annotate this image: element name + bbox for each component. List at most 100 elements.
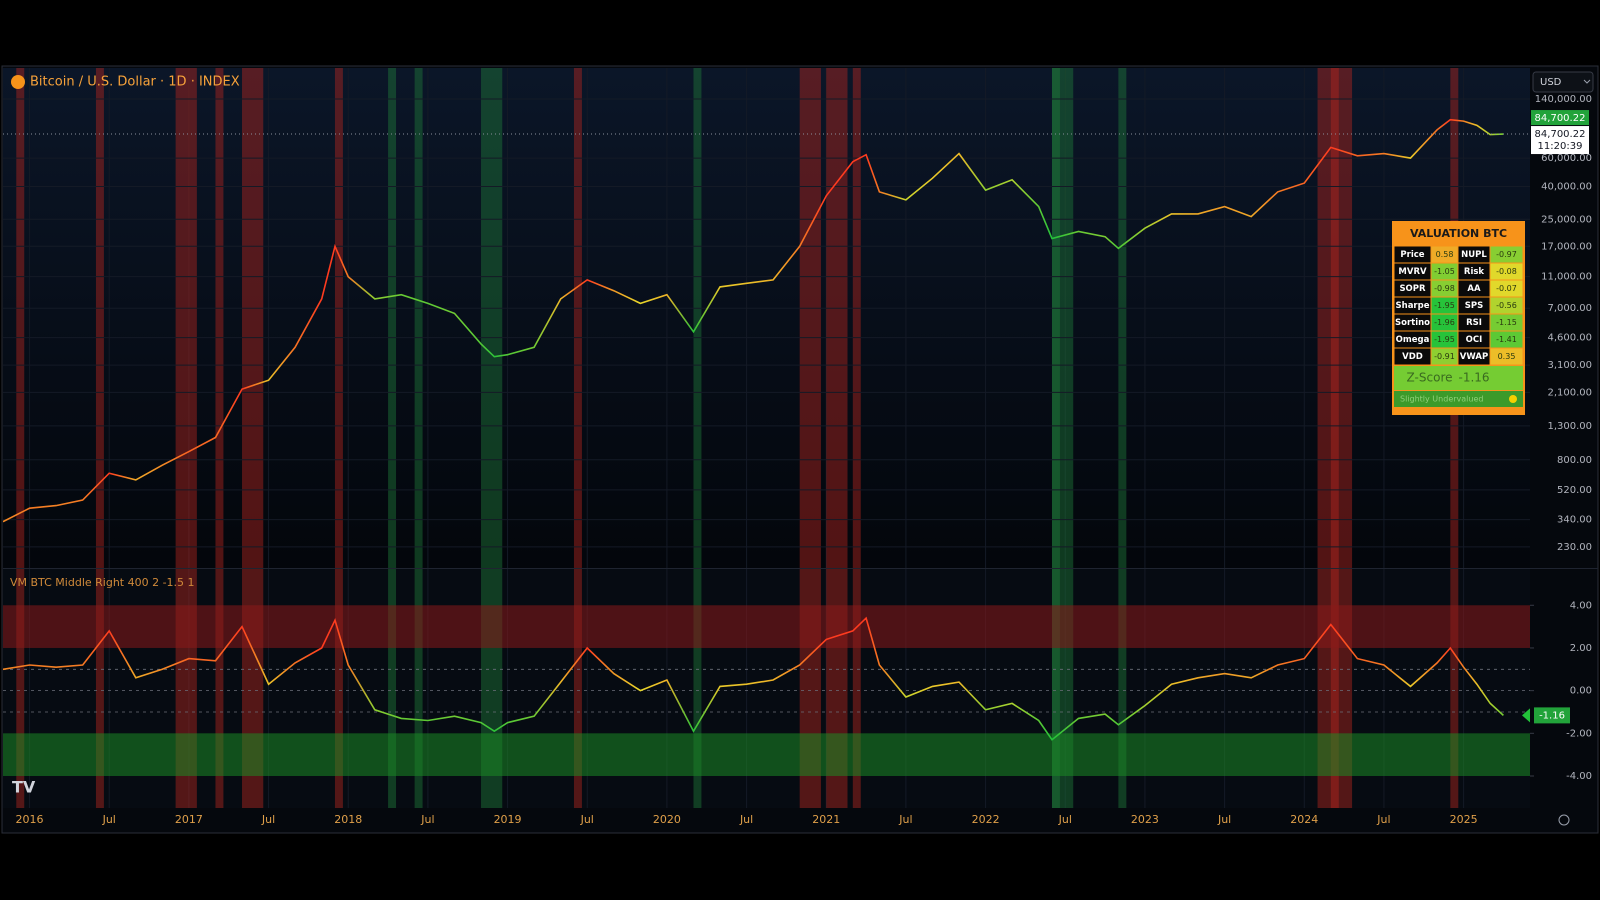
highlight-band bbox=[573, 569, 582, 808]
cell-label: Omega bbox=[1396, 335, 1430, 345]
x-tick-label: Jul bbox=[1217, 813, 1231, 826]
y-tick-label: 800.00 bbox=[1557, 455, 1592, 466]
label-cell bbox=[1394, 314, 1431, 331]
currency-label: USD bbox=[1540, 77, 1562, 88]
cell-label: AA bbox=[1467, 284, 1481, 294]
highlight-band bbox=[334, 569, 343, 808]
cell-label: Price bbox=[1400, 250, 1424, 260]
highlight-band bbox=[215, 68, 224, 568]
value-cell bbox=[1490, 314, 1523, 331]
zone-band bbox=[3, 605, 1530, 648]
highlight-band bbox=[1118, 68, 1127, 568]
label-cell bbox=[1394, 331, 1431, 348]
y-tick-label: 230.00 bbox=[1557, 542, 1592, 553]
z-score-cell bbox=[1394, 366, 1523, 390]
highlight-band bbox=[16, 569, 25, 808]
x-tick-label: 2022 bbox=[972, 813, 1000, 826]
y-tick-label: 2,100.00 bbox=[1547, 387, 1592, 398]
cell-label: MVRV bbox=[1398, 267, 1427, 277]
price-tag-label: 84,700.22 bbox=[1535, 113, 1586, 124]
label-cell bbox=[1394, 280, 1431, 297]
x-tick-label: Jul bbox=[102, 813, 116, 826]
x-tick-label: 2025 bbox=[1450, 813, 1478, 826]
highlight-band bbox=[852, 68, 861, 568]
value-cell bbox=[1490, 331, 1523, 348]
value-cell bbox=[1490, 246, 1523, 263]
x-tick-label: 2016 bbox=[16, 813, 44, 826]
highlight-band bbox=[215, 569, 224, 808]
valuation-table: VALUATION BTC Price 0.58 NUPL -0.97 MVRV -1.05… bbox=[1392, 221, 1525, 415]
zone-band bbox=[3, 733, 1530, 776]
label-cell bbox=[1394, 263, 1431, 280]
y-tick-label: 340.00 bbox=[1557, 515, 1592, 526]
y-tick-label: 520.00 bbox=[1557, 485, 1592, 496]
tv-logo[interactable]: TV bbox=[12, 778, 36, 797]
x-tick-label: 2018 bbox=[334, 813, 362, 826]
y-tick-label: 140,000.00 bbox=[1535, 94, 1592, 105]
cell-label: SOPR bbox=[1399, 284, 1426, 294]
value-cell bbox=[1431, 331, 1458, 348]
cell-label: NUPL bbox=[1461, 250, 1487, 260]
label-cell bbox=[1394, 297, 1431, 314]
x-tick-label: 2019 bbox=[494, 813, 522, 826]
x-tick-label: 2024 bbox=[1290, 813, 1318, 826]
cell-value: -0.98 bbox=[1434, 284, 1455, 293]
price-box bbox=[1531, 126, 1589, 155]
highlight-band bbox=[95, 569, 104, 808]
cell-value: -0.91 bbox=[1434, 352, 1455, 361]
indicator-title: VM BTC Middle Right 400 2 -1.5 1 bbox=[10, 576, 195, 589]
y-tick-label: -2.00 bbox=[1566, 728, 1592, 739]
cell-label: RSI bbox=[1466, 318, 1482, 328]
highlight-band bbox=[826, 68, 848, 568]
cell-value: -1.15 bbox=[1496, 318, 1517, 327]
highlight-band bbox=[1051, 569, 1060, 808]
y-tick-label: 4,600.00 bbox=[1547, 333, 1592, 344]
cell-value: -0.08 bbox=[1496, 267, 1517, 276]
x-tick-label: 2020 bbox=[653, 813, 681, 826]
y-tick-label: 4.00 bbox=[1570, 600, 1592, 611]
series-line bbox=[3, 118, 1504, 523]
label-cell bbox=[1458, 246, 1490, 263]
cell-value: -1.95 bbox=[1434, 335, 1455, 344]
highlight-band bbox=[334, 68, 343, 568]
highlight-band bbox=[1330, 68, 1353, 568]
status-cell bbox=[1394, 391, 1523, 407]
y-tick-label: 1,300.00 bbox=[1547, 421, 1592, 432]
y-tick-label: 3,100.00 bbox=[1547, 360, 1592, 371]
x-tick-label: Jul bbox=[580, 813, 594, 826]
y-tick-label: 40,000.00 bbox=[1541, 181, 1592, 192]
cell-value: 0.35 bbox=[1498, 352, 1516, 361]
currency-select[interactable] bbox=[1532, 71, 1594, 93]
highlight-band bbox=[1450, 569, 1459, 808]
time-label: 11:20:39 bbox=[1538, 141, 1583, 152]
label-cell bbox=[1394, 246, 1431, 263]
highlight-band bbox=[573, 68, 582, 568]
symbol-title: Bitcoin / U.S. Dollar · 1D · INDEX bbox=[30, 75, 240, 90]
settings-button[interactable] bbox=[1558, 814, 1570, 826]
x-tick-label: Jul bbox=[420, 813, 434, 826]
y-tick-label: 0.00 bbox=[1570, 686, 1592, 697]
cell-label: OCI bbox=[1466, 335, 1483, 345]
highlight-band bbox=[481, 68, 503, 568]
status-dot bbox=[1509, 395, 1517, 403]
label-cell bbox=[1458, 263, 1490, 280]
y-tick-label: -4.00 bbox=[1566, 771, 1592, 782]
cell-value: -0.97 bbox=[1496, 250, 1517, 259]
y-tick-label: 2.00 bbox=[1570, 643, 1592, 654]
highlight-band bbox=[693, 68, 702, 568]
highlight-band bbox=[852, 569, 861, 808]
highlight-band bbox=[388, 68, 397, 568]
cell-label: VWAP bbox=[1460, 352, 1488, 362]
x-tick-label: Jul bbox=[898, 813, 912, 826]
price-pane bbox=[3, 68, 1530, 568]
highlight-band bbox=[1317, 68, 1339, 568]
y-tick-label: 7,000.00 bbox=[1547, 303, 1592, 314]
cell-value: -0.07 bbox=[1496, 284, 1517, 293]
cell-value: -1.96 bbox=[1434, 318, 1455, 327]
y-tick-label: 60,000.00 bbox=[1541, 153, 1592, 164]
value-cell bbox=[1431, 246, 1458, 263]
highlight-band bbox=[175, 68, 197, 568]
label-cell bbox=[1458, 314, 1490, 331]
cell-value: -1.41 bbox=[1496, 335, 1517, 344]
dropdown-arrow bbox=[1583, 79, 1591, 84]
